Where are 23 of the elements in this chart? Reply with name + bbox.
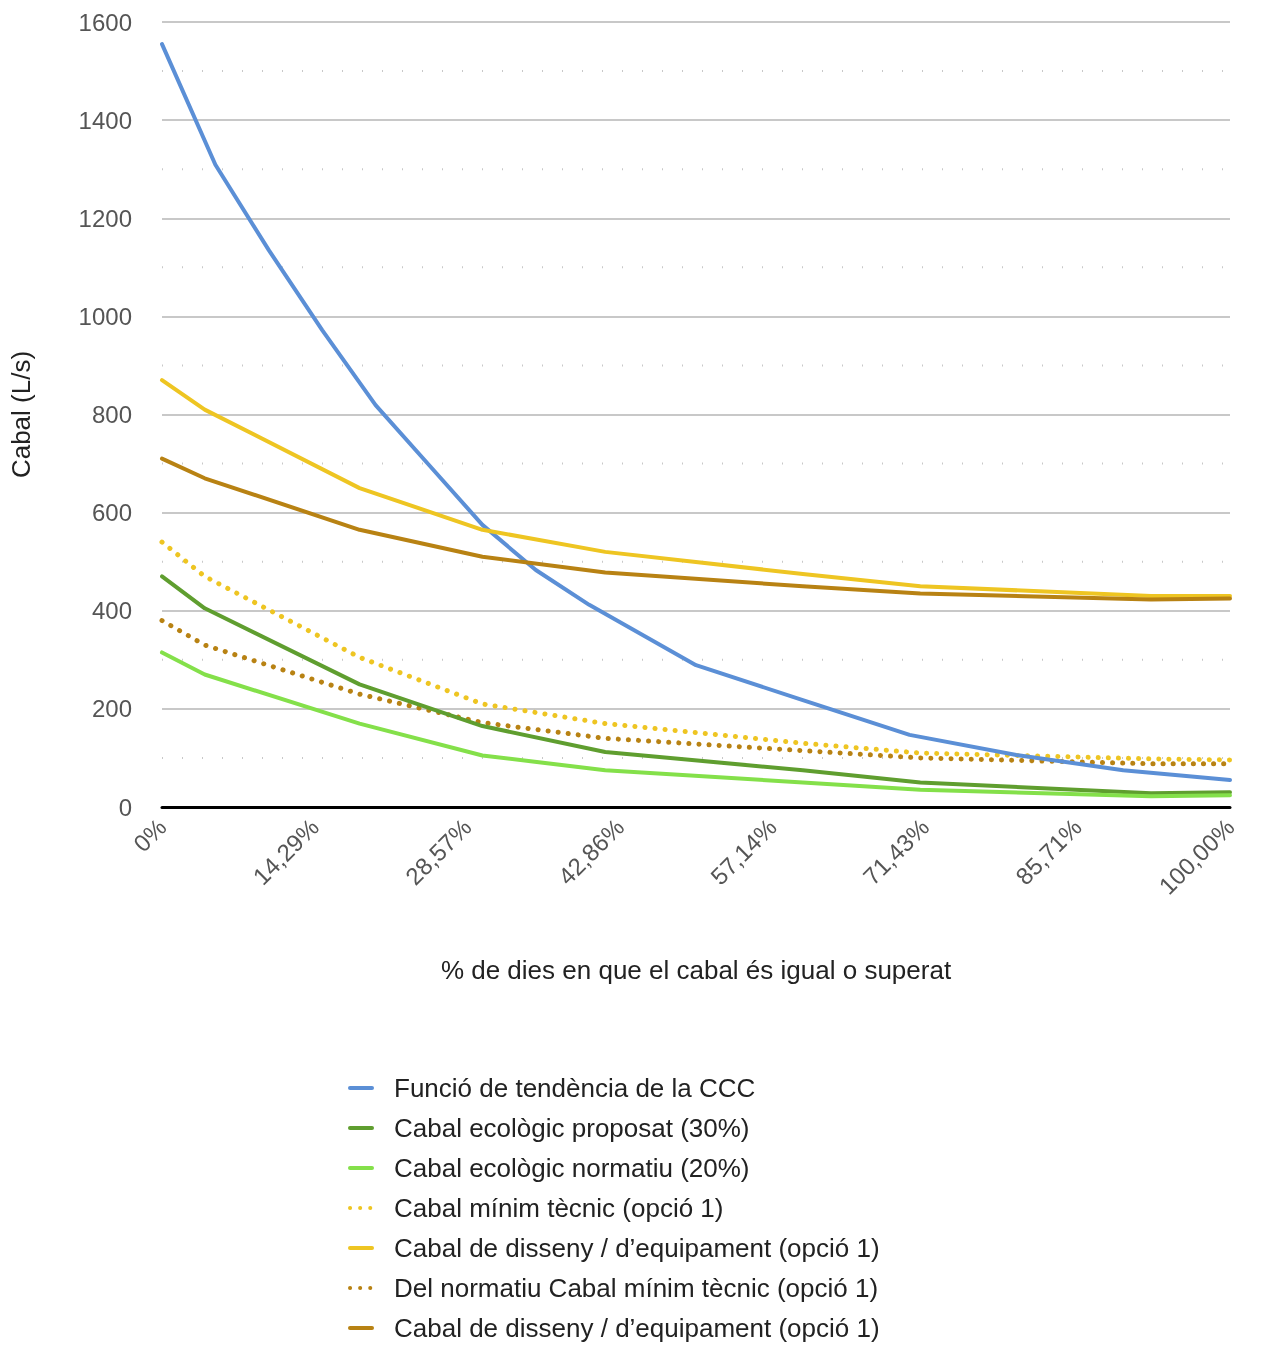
y-tick-label: 600 [91, 499, 132, 527]
y-tick-label: 1400 [78, 106, 132, 134]
y-axis-title: Cabal (L/s) [6, 350, 36, 479]
y-tick-label: 1200 [78, 204, 132, 232]
y-tick-label: 200 [91, 695, 132, 723]
legend-label: Funció de tendència de la CCC [394, 1073, 756, 1103]
y-tick-label: 1000 [78, 302, 132, 330]
x-axis-title: % de dies en que el cabal és igual o superat [440, 955, 952, 985]
y-tick-label: 400 [91, 597, 132, 625]
y-tick-label: 0 [118, 793, 132, 821]
y-tick-label: 1600 [78, 8, 132, 36]
line-series [160, 650, 1232, 799]
legend-label: Cabal mínim tècnic (opció 1) [394, 1193, 724, 1223]
line-series [160, 456, 1232, 602]
legend-label: Cabal ecològic proposat (30%) [394, 1113, 750, 1143]
line-series [160, 574, 1232, 796]
line-series [160, 378, 1232, 599]
legend-label: Cabal ecològic normatiu (20%) [394, 1153, 750, 1183]
legend-label: Cabal de disseny / d’equipament (opció 1) [394, 1313, 880, 1343]
legend-label: Cabal de disseny / d’equipament (opció 1) [394, 1233, 880, 1263]
y-tick-label: 800 [91, 401, 132, 428]
legend-label: Del normatiu Cabal mínim tècnic (opció 1) [394, 1273, 879, 1303]
line-series [160, 42, 1232, 783]
